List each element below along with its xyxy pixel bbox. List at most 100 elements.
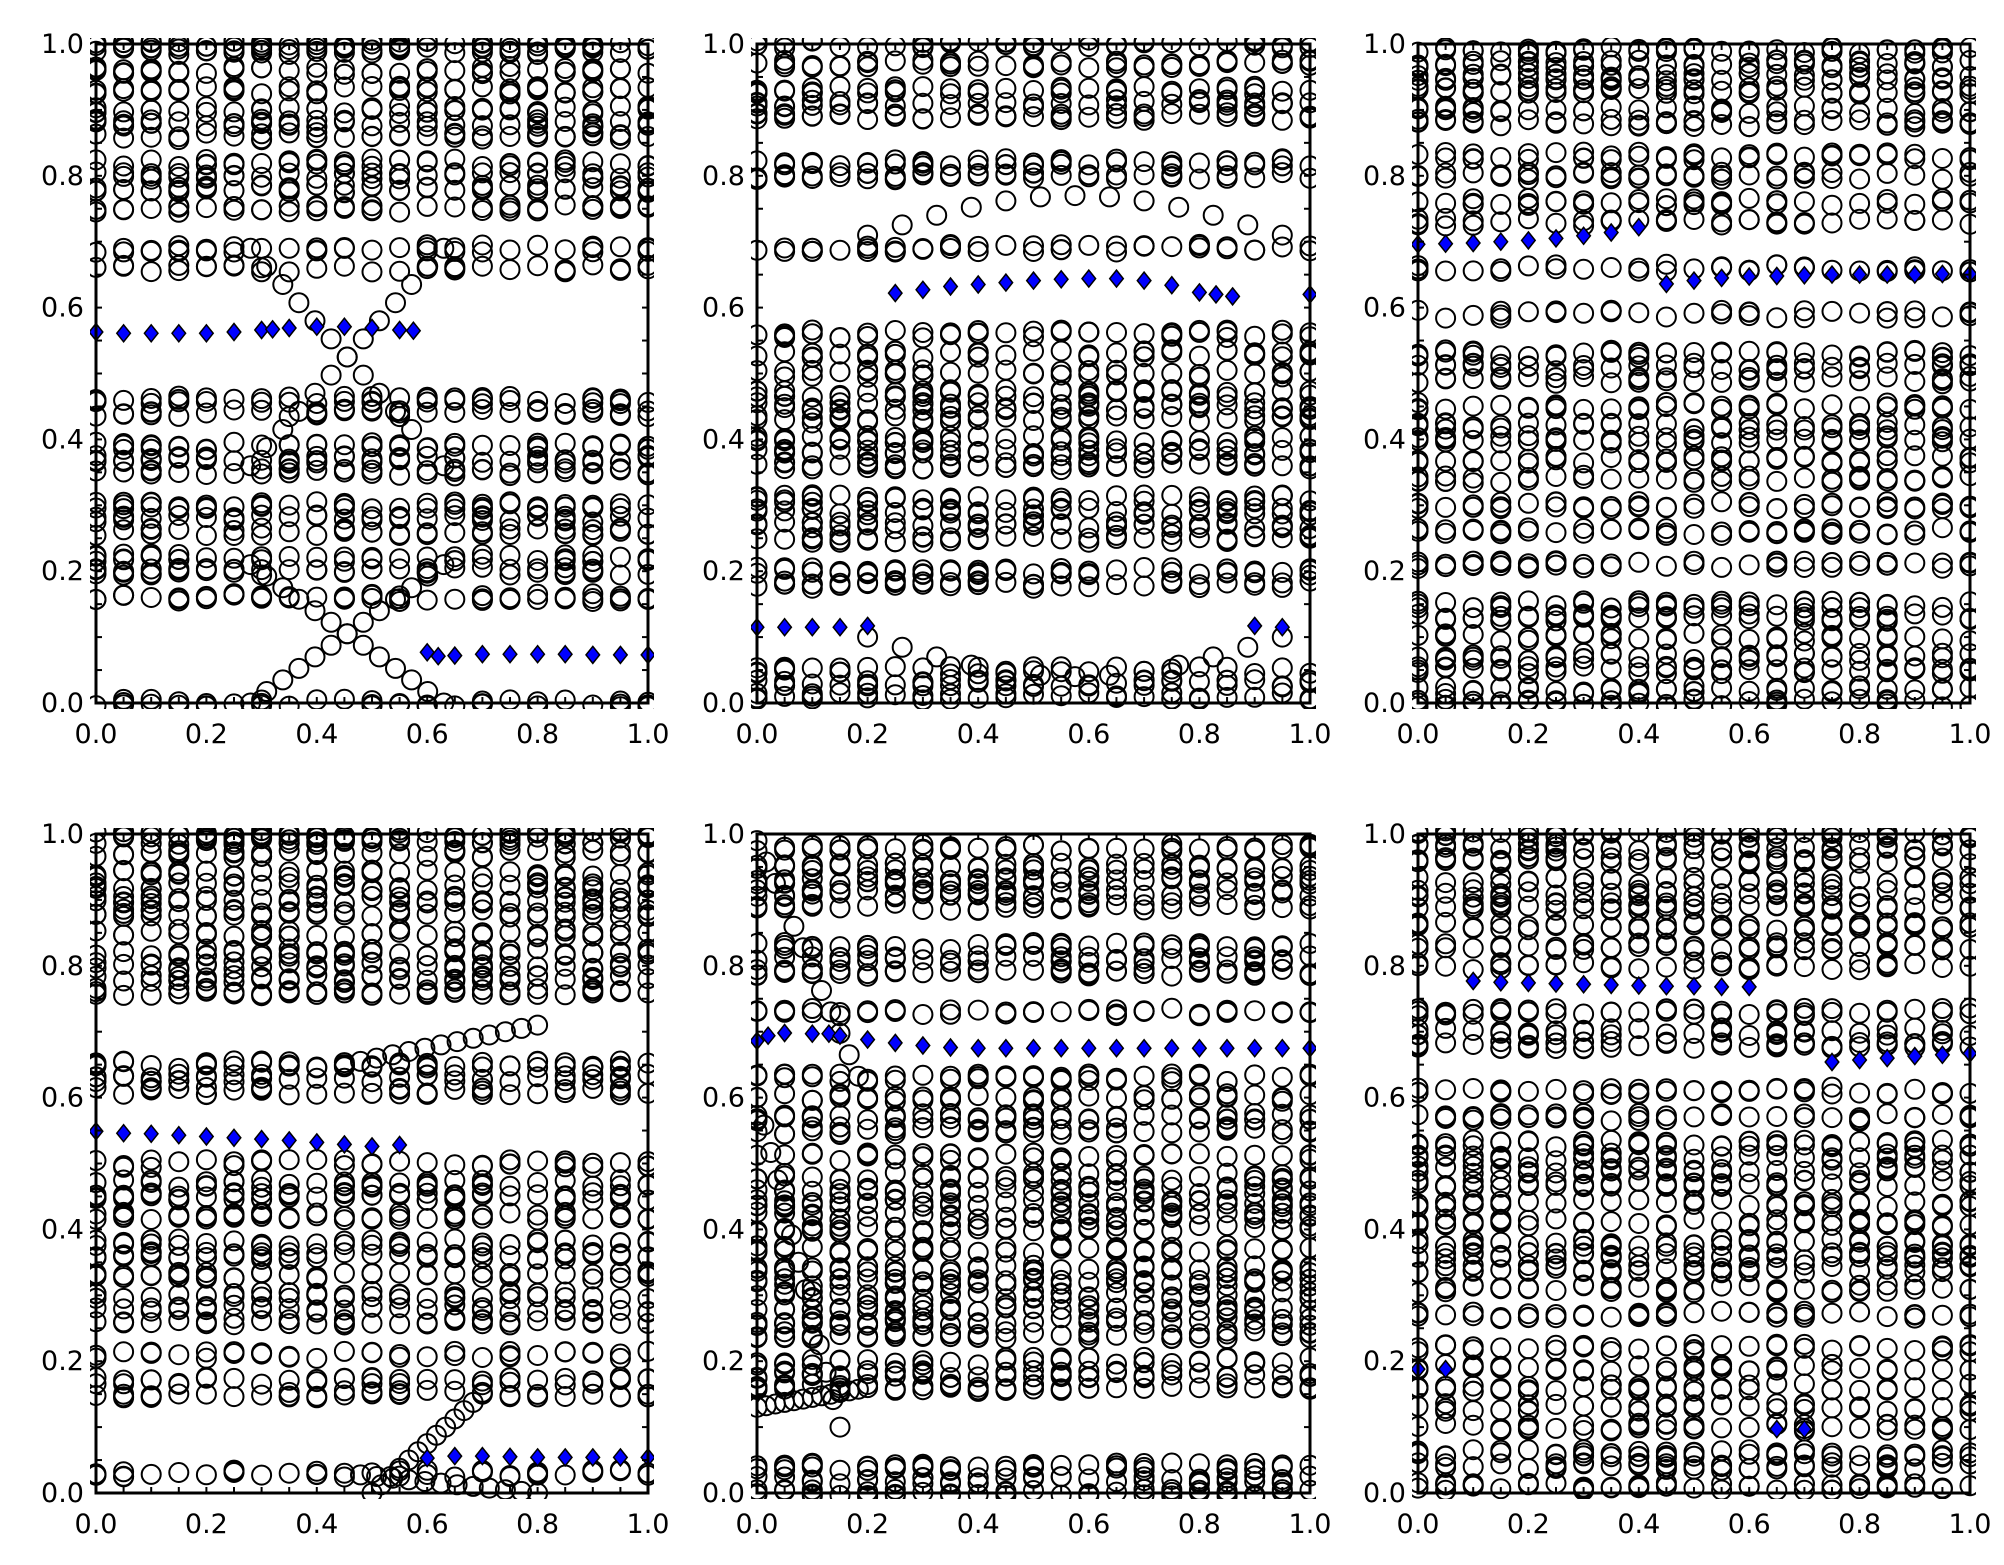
- scatter-circle: [1106, 438, 1127, 460]
- scatter-circle: [306, 1057, 328, 1079]
- scatter-circle: [857, 346, 879, 368]
- y-tick-label: 1.0: [41, 29, 84, 60]
- scatter-circle: [609, 403, 631, 425]
- scatter-circle: [554, 38, 576, 58]
- scatter-circle: [195, 1341, 217, 1363]
- scatter-circle: [829, 524, 851, 546]
- scatter-circle: [1849, 642, 1871, 664]
- scatter-circle: [1793, 520, 1815, 542]
- scatter-circle: [1711, 147, 1733, 169]
- scatter-circle: [471, 846, 493, 868]
- scatter-circle: [1050, 394, 1072, 416]
- scatter-circle: [1078, 321, 1100, 343]
- scatter-circle: [195, 1367, 217, 1389]
- scatter-circle: [140, 564, 162, 586]
- scatter-circle: [223, 925, 245, 947]
- scatter-circle: [1244, 52, 1266, 73]
- scatter-circle: [1078, 576, 1100, 598]
- scatter-circle: [940, 560, 961, 582]
- scatter-circle: [912, 365, 934, 387]
- scatter-circle: [306, 546, 328, 568]
- scatter-circle: [1876, 301, 1898, 323]
- scatter-circle: [774, 500, 796, 522]
- scatter-circle: [195, 953, 217, 975]
- scatter-circle: [527, 1057, 549, 1078]
- x-tick-label: 0.0: [736, 719, 779, 750]
- scatter-circle: [582, 462, 604, 483]
- scatter-circle: [168, 549, 190, 570]
- scatter-circle: [1738, 52, 1760, 74]
- scatter-circle: [1188, 500, 1210, 522]
- scatter-circle: [195, 872, 217, 894]
- scatter-circle: [1931, 419, 1953, 441]
- scatter-circle: [1683, 110, 1705, 132]
- scatter-circle: [168, 1206, 190, 1228]
- scatter-circle: [251, 1384, 273, 1406]
- scatter-circle: [995, 560, 1017, 582]
- scatter-circle: [1600, 429, 1622, 451]
- x-tick-label: 0.6: [1728, 719, 1771, 750]
- scatter-circle: [940, 530, 961, 552]
- scatter-circle: [1216, 501, 1238, 523]
- blue-diamond-marker: [1603, 222, 1619, 243]
- scatter-circle: [1793, 167, 1815, 189]
- scatter-circle: [554, 126, 576, 148]
- scatter-circle: [1876, 523, 1898, 545]
- scatter-circle: [499, 1153, 521, 1175]
- scatter-circle: [609, 1080, 631, 1102]
- scatter-circle: [554, 452, 576, 474]
- scatter-circle: [278, 952, 300, 974]
- scatter-circle: [1655, 188, 1677, 210]
- scatter-circle: [1628, 114, 1650, 136]
- scatter-circle: [251, 38, 273, 58]
- scatter-circle: [195, 970, 217, 992]
- scatter-circle: [306, 393, 328, 414]
- scatter-circle: [1023, 106, 1044, 128]
- scatter-circle: [582, 1077, 604, 1099]
- scatter-circle: [499, 1084, 521, 1106]
- scatter-circle: [416, 903, 438, 925]
- y-tick-label: 0.6: [702, 293, 745, 324]
- scatter-circle: [1793, 550, 1815, 572]
- scatter-circle: [1106, 80, 1127, 102]
- scatter-circle: [366, 1047, 388, 1069]
- scatter-circle: [1545, 645, 1567, 667]
- scatter-circle: [774, 103, 796, 125]
- scatter-circle: [361, 448, 383, 470]
- scatter-circle: [389, 260, 411, 282]
- scatter-circle: [1793, 498, 1815, 519]
- scatter-circle: [389, 111, 411, 133]
- scatter-circle: [1161, 516, 1183, 538]
- scatter-circle: [1766, 307, 1788, 329]
- scatter-circle: [774, 237, 796, 259]
- scatter-circle: [829, 343, 851, 365]
- scatter-circle: [1133, 501, 1155, 523]
- scatter-circle: [1545, 344, 1567, 366]
- scatter-circle: [251, 463, 273, 485]
- scatter-circle: [1821, 597, 1843, 618]
- scatter-circle: [967, 149, 989, 171]
- scatter-circle: [278, 39, 300, 60]
- scatter-circle: [368, 646, 390, 668]
- scatter-circle: [168, 1383, 190, 1405]
- scatter-circle: [1161, 503, 1183, 525]
- scatter-circle: [967, 516, 989, 538]
- scatter-circle: [1023, 96, 1044, 118]
- scatter-circle: [527, 1204, 549, 1226]
- scatter-circle: [1628, 656, 1650, 678]
- scatter-circle: [113, 241, 135, 263]
- scatter-circle: [306, 116, 328, 138]
- scatter-circle: [829, 162, 851, 184]
- scatter-circle: [857, 675, 879, 697]
- scatter-circle: [168, 38, 190, 60]
- scatter-circle: [1766, 101, 1788, 123]
- scatter-circle: [884, 560, 906, 582]
- scatter-circle: [527, 505, 549, 527]
- scatter-circle: [1244, 410, 1266, 432]
- scatter-circle: [995, 452, 1017, 474]
- scatter-circle: [168, 1078, 190, 1099]
- scatter-circle: [1545, 414, 1567, 436]
- scatter-circle: [499, 386, 521, 407]
- scatter-circle: [140, 1156, 162, 1178]
- scatter-circle: [527, 866, 549, 888]
